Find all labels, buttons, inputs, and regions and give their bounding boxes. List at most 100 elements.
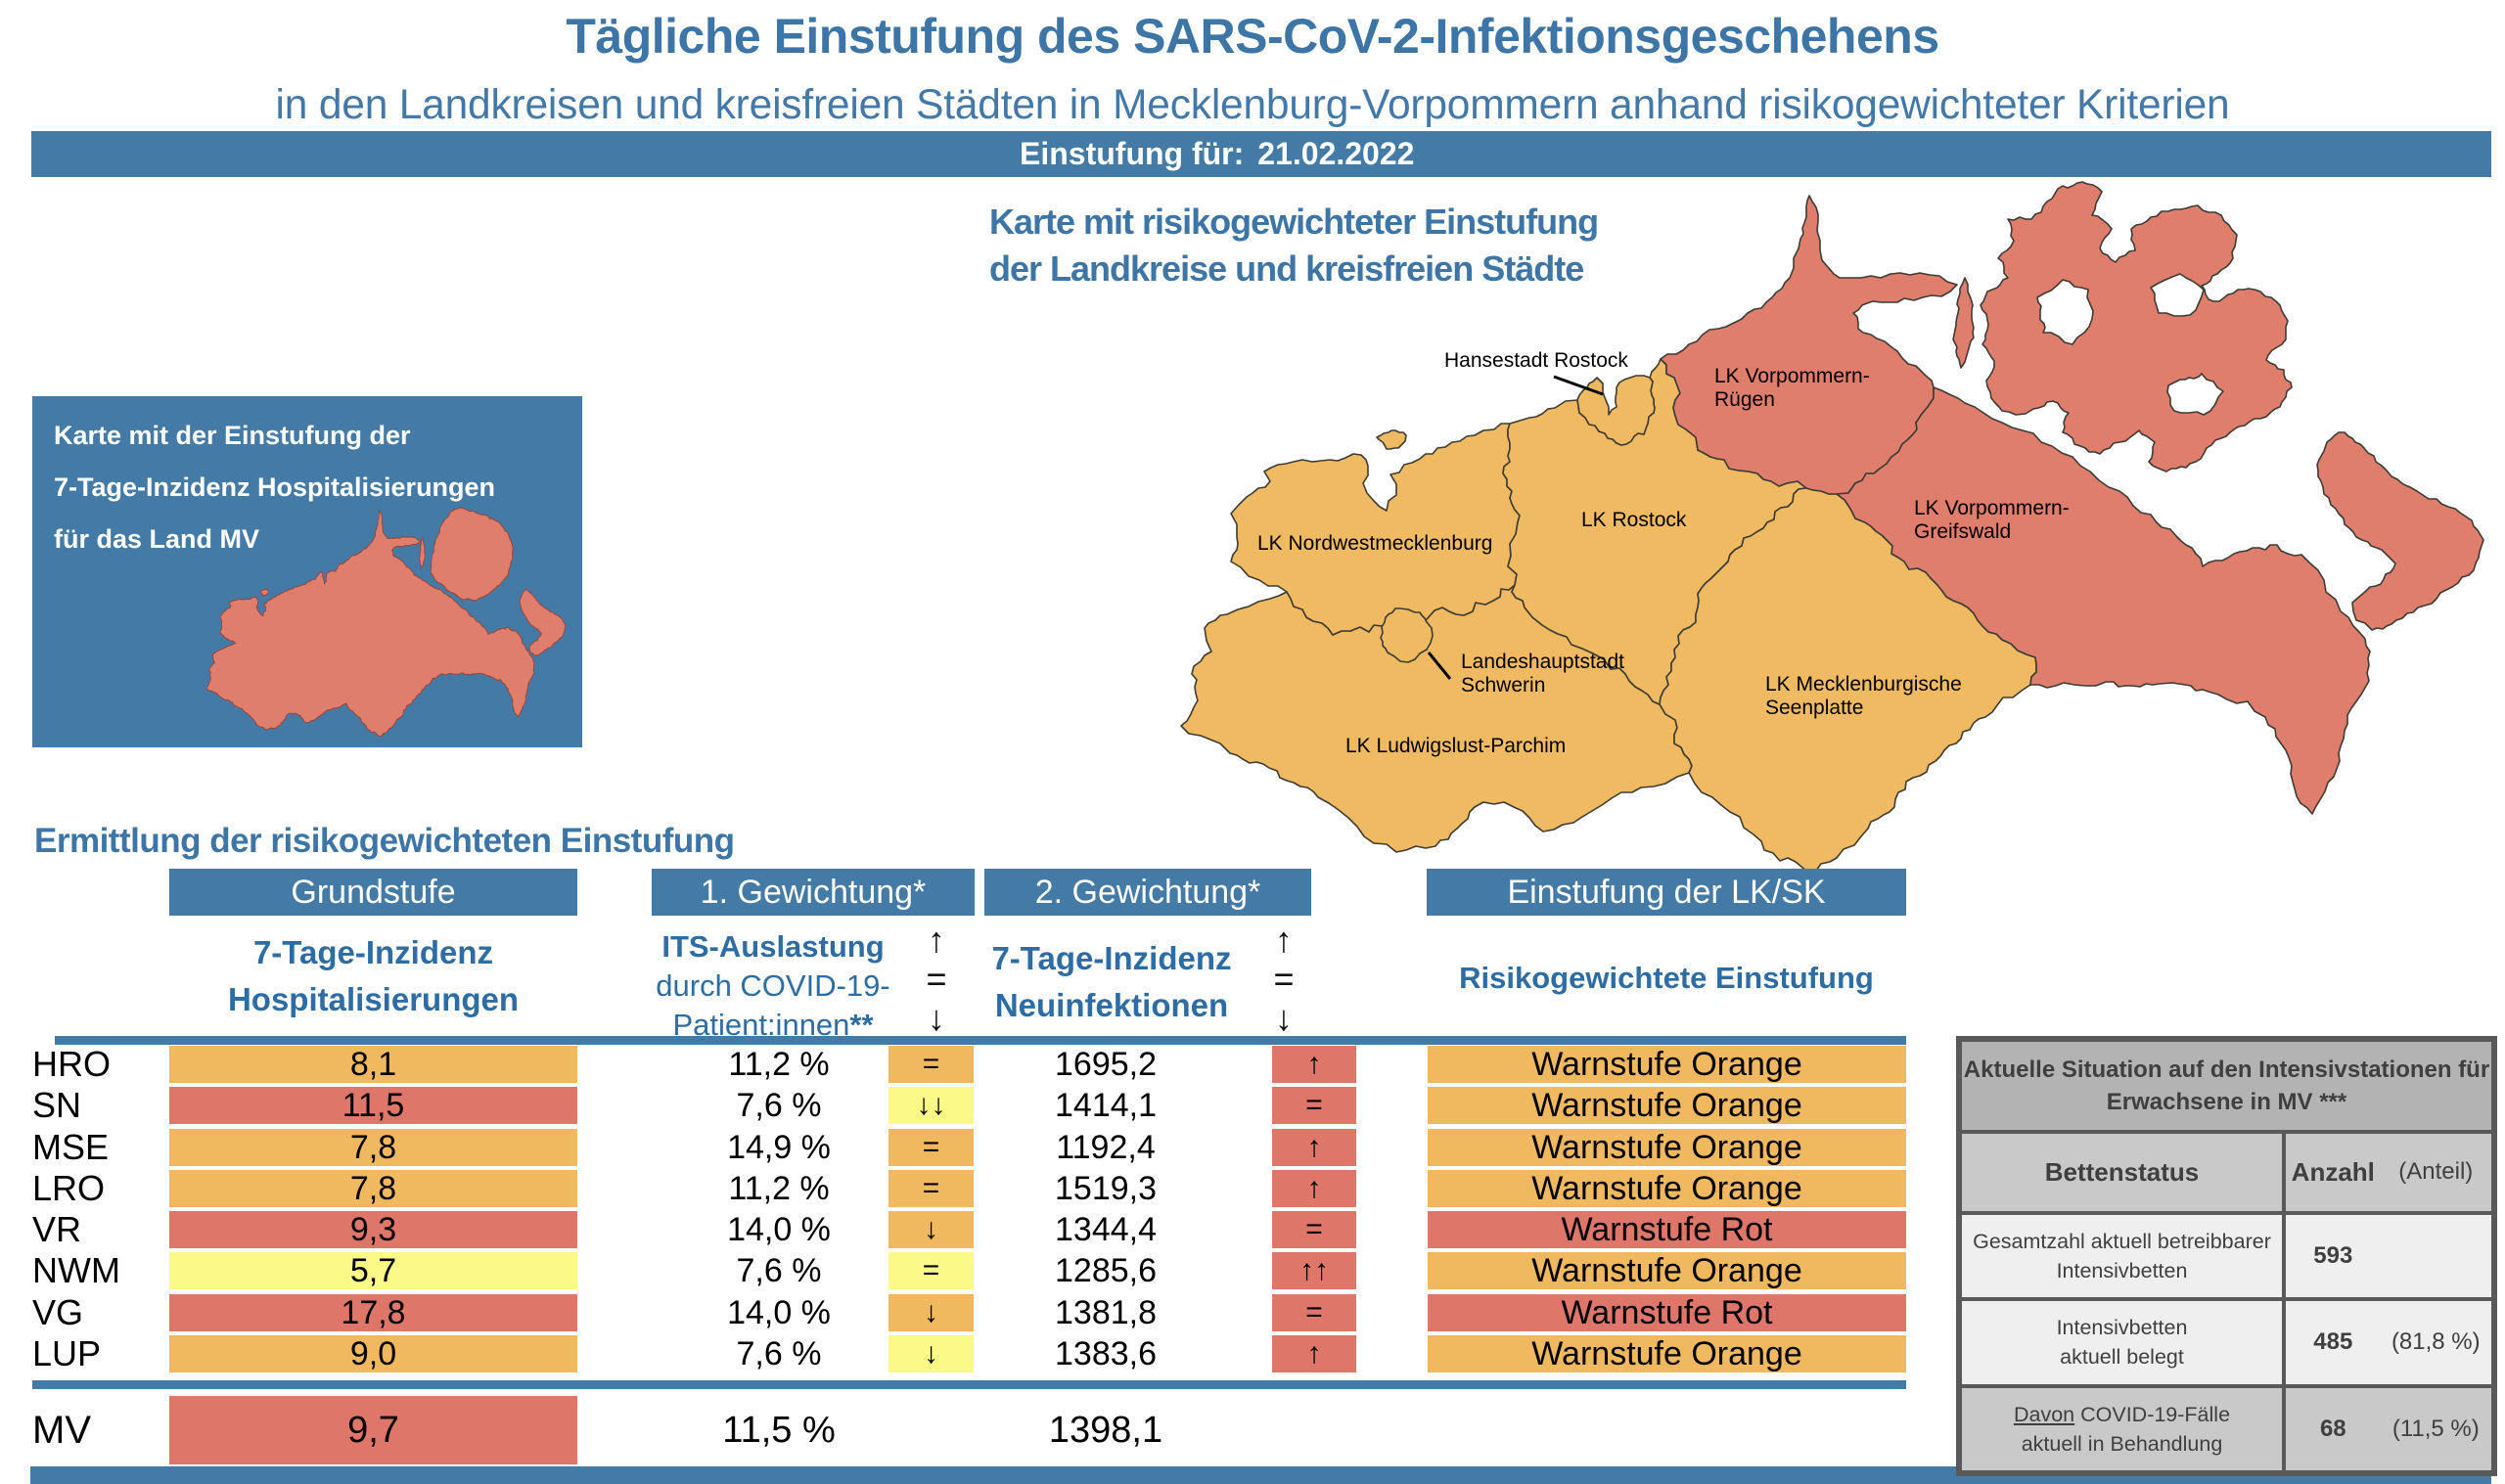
island-hiddensee[interactable] <box>1952 277 1975 369</box>
icu-table-title: Aktuelle Situation auf den Intensivstati… <box>1962 1042 2491 1130</box>
icu-cell-label: Davon COVID-19-Fälle aktuell in Behandlu… <box>1962 1387 2282 1471</box>
silhouette-ruegen <box>430 507 514 602</box>
table-row: MSE 7,8 14,9 % = 1192,4 ↑ Warnstufe Oran… <box>0 1127 1918 1167</box>
equals-icon: = <box>1273 959 1295 999</box>
column-header-gewichtung1: 1. Gewichtung* <box>652 869 975 916</box>
icu-share: (11,5 %) <box>2391 1415 2480 1442</box>
row-label: SN <box>32 1085 82 1125</box>
its-trend-cell: ↓ <box>888 1211 974 1248</box>
its-trend-cell: = <box>888 1252 974 1289</box>
its-cell: 11,2 % <box>728 1169 830 1207</box>
districts-map-panel: Hansestadt Rostock LK Vorpommern- Rügen … <box>1121 180 2501 884</box>
neuinfektionen-trend-cell: ↑ <box>1272 1335 1356 1372</box>
row-label: MSE <box>32 1127 110 1167</box>
table-separator-mv <box>32 1380 1906 1389</box>
mv-districts-map: Hansestadt Rostock LK Vorpommern- Rügen … <box>1180 181 2484 873</box>
incidence-cell: 9,0 <box>169 1335 577 1372</box>
neuinfektionen-cell: 1383,6 <box>1055 1334 1157 1372</box>
map-label-seenplatte-2: Seenplatte <box>1765 697 1863 719</box>
subheader-line: 7-Tage-Inzidenz <box>991 940 1232 976</box>
incidence-cell: 8,1 <box>169 1046 577 1083</box>
subheader-its: ITS-Auslastung durch COVID-19- Patient:i… <box>636 927 910 1045</box>
rating-cell: Warnstufe Rot <box>1428 1211 1906 1248</box>
icu-row-label: aktuell in Behandlung <box>2021 1431 2223 1456</box>
subheader-hospitalisierungen: 7-Tage-Inzidenz Hospitalisierungen <box>169 929 577 1023</box>
rating-cell: Warnstufe Rot <box>1428 1294 1906 1331</box>
lagoon <box>2036 279 2094 345</box>
district-vr[interactable] <box>1660 195 1958 495</box>
table-row: NWM 5,7 7,6 % = 1285,6 ↑↑ Warnstufe Oran… <box>0 1250 1918 1290</box>
icu-cell-values: 593 <box>2286 1214 2491 1298</box>
silhouette-hiddensee <box>419 536 426 570</box>
rating-cell: Warnstufe Orange <box>1428 1170 1906 1207</box>
section-heading: Ermittlung der risikogewichteten Einstuf… <box>34 822 735 860</box>
bottom-band <box>30 1466 2491 1484</box>
silhouette-usedom <box>519 589 567 656</box>
table-row: VR 9,3 14,0 % ↓ 1344,4 = Warnstufe Rot <box>0 1209 1918 1249</box>
icu-row-betreibbar: Gesamtzahl aktuell betreibbarer Intensiv… <box>1962 1214 2491 1298</box>
icu-cell-values: 68 (11,5 %) <box>2286 1387 2491 1471</box>
island-poel[interactable] <box>1376 429 1407 450</box>
row-label: NWM <box>32 1250 120 1290</box>
icu-col-anzahl-anteil: Anzahl (Anteil) <box>2286 1134 2491 1211</box>
arrow-down-icon: ↓ <box>928 998 945 1038</box>
district-vg[interactable] <box>1836 386 2371 815</box>
its-cell: 14,0 % <box>727 1210 831 1248</box>
map-label-schwerin-1: Landeshauptstadt <box>1461 651 1624 673</box>
subheader-line: ITS-Auslastung <box>661 929 885 964</box>
icu-cell-label: Gesamtzahl aktuell betreibbarer Intensiv… <box>1962 1214 2282 1298</box>
its-trend-legend: ↑ = ↓ <box>907 921 966 1038</box>
lagoon <box>2150 273 2205 317</box>
table-row: SN 11,5 7,6 % ↓↓ 1414,1 = Warnstufe Oran… <box>0 1085 1918 1125</box>
page-title: Tägliche Einstufung des SARS-CoV-2-Infek… <box>566 9 1939 64</box>
incidence-cell: 7,8 <box>169 1170 577 1207</box>
subheader-line: durch COVID-19- <box>656 968 890 1003</box>
rostock-callout-line <box>1553 375 1604 396</box>
map-label-nordwestmecklenburg: LK Nordwestmecklenburg <box>1257 532 1492 555</box>
subheader-neuinfektionen: 7-Tage-Inzidenz Neuinfektionen <box>950 935 1273 1029</box>
neuinfektionen-cell: 1414,1 <box>1055 1086 1157 1124</box>
island-ruegen[interactable] <box>1980 181 2293 472</box>
icu-row-label: aktuell belegt <box>2060 1345 2184 1370</box>
row-label: HRO <box>32 1044 111 1084</box>
icu-row-label: Intensivbetten <box>2056 1316 2188 1340</box>
map-label-ludwigslust-parchim: LK Ludwigslust-Parchim <box>1345 735 1566 757</box>
its-trend-cell: = <box>888 1129 974 1166</box>
neuinfektionen-cell: 1344,4 <box>1055 1210 1157 1248</box>
rating-cell: Warnstufe Orange <box>1428 1335 1906 1372</box>
its-trend-cell: ↓↓ <box>888 1087 974 1124</box>
map-section-title: Karte mit risikogewichteter Einstufung d… <box>989 199 1831 292</box>
incidence-cell: 9,7 <box>169 1396 577 1464</box>
icu-row-label-rest: COVID-19-Fälle <box>2074 1402 2231 1426</box>
silhouette-poel <box>259 588 269 597</box>
island-usedom[interactable] <box>2316 431 2484 631</box>
neuinfektionen-trend-cell: = <box>1272 1211 1356 1248</box>
its-cell: 7,6 % <box>736 1334 822 1372</box>
arrow-up-icon: ↑ <box>928 920 945 960</box>
icu-row-covid: Davon COVID-19-Fälle aktuell in Behandlu… <box>1962 1387 2491 1471</box>
its-trend-cell: ↓ <box>888 1335 974 1372</box>
its-cell: 7,6 % <box>736 1086 822 1124</box>
neuinfektionen-trend-cell: ↑↑ <box>1272 1252 1356 1289</box>
table-row: LRO 7,8 11,2 % = 1519,3 ↑ Warnstufe Oran… <box>0 1168 1918 1208</box>
incidence-cell: 9,3 <box>169 1211 577 1248</box>
neuinfektionen-trend-cell: ↑ <box>1272 1046 1356 1083</box>
subheader-line: Hospitalisierungen <box>227 981 520 1017</box>
incidence-cell: 11,5 <box>169 1087 577 1124</box>
district-sn[interactable] <box>1380 607 1434 663</box>
map-label-vorpommern-greifswald-1: LK Vorpommern- <box>1914 497 2070 519</box>
rating-cell: Warnstufe Orange <box>1428 1087 1906 1124</box>
subheader-line: Neuinfektionen <box>994 987 1229 1023</box>
subheader-line: 7-Tage-Inzidenz <box>252 934 494 970</box>
column-header-einstufung: Einstufung der LK/SK <box>1427 869 1906 916</box>
map-label-seenplatte-1: LK Mecklenburgische <box>1765 673 1962 696</box>
its-trend-cell: = <box>888 1170 974 1207</box>
incidence-cell: 17,8 <box>169 1294 577 1331</box>
incidence-cell: 5,7 <box>169 1252 577 1289</box>
its-cell: 14,9 % <box>727 1128 831 1166</box>
rating-cell: Warnstufe Orange <box>1428 1129 1906 1166</box>
date-value: 21.02.2022 <box>1257 136 1415 171</box>
rating-cell: Warnstufe Orange <box>1428 1252 1906 1289</box>
neuinfektionen-trend-cell: ↑ <box>1272 1170 1356 1207</box>
